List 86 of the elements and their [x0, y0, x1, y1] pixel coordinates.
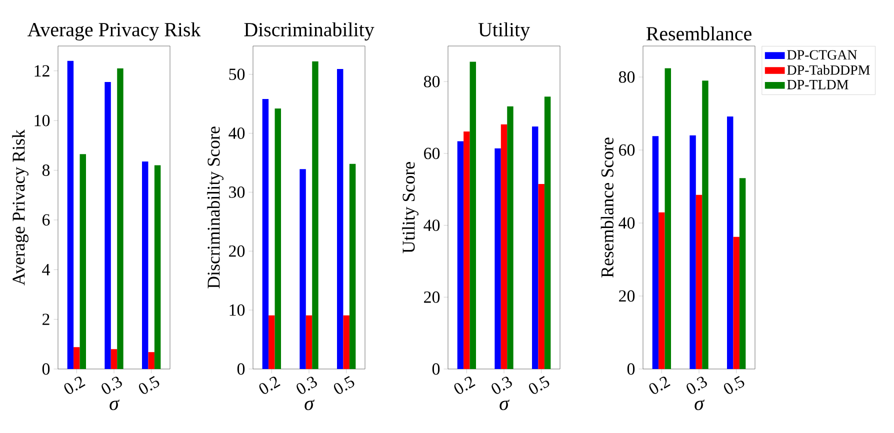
y-tick-label: 40: [618, 217, 635, 229]
y-tick-label: 10: [230, 304, 245, 316]
y-tick-label: 20: [619, 290, 635, 302]
chart-title: Average Privacy Risk: [28, 22, 201, 40]
bar: [702, 80, 708, 369]
x-tick-label: 0.5: [528, 376, 550, 394]
y-axis-title: Resemblance Score: [600, 138, 614, 278]
chart-title: Resemblance: [646, 26, 752, 40]
bar: [532, 126, 538, 369]
bar: [664, 68, 672, 369]
bar: [727, 116, 734, 369]
x-axis-title: σ: [110, 400, 120, 410]
y-axis-title: Utility Score: [402, 162, 418, 254]
bar: [739, 178, 746, 369]
bar: [312, 61, 318, 369]
y-axis-title: Discriminability Score: [207, 126, 224, 288]
y-tick-label: 12: [34, 65, 50, 76]
y-tick-label: 40: [228, 128, 245, 139]
bar: [67, 60, 74, 369]
bar: [268, 315, 275, 369]
bar: [349, 164, 356, 369]
x-axis-title: σ: [304, 400, 315, 410]
y-tick-label: 0: [432, 363, 440, 375]
bar: [74, 347, 80, 369]
bar: [470, 62, 476, 369]
y-tick-label: 80: [618, 71, 635, 83]
bar: [457, 141, 464, 369]
bar: [80, 154, 86, 369]
x-tick-label: 0.3: [102, 376, 122, 394]
bar: [337, 68, 344, 369]
legend-label: DP-CTGAN: [787, 50, 857, 60]
bar: [110, 349, 118, 369]
y-axis-title: Average Privacy Risk: [12, 129, 28, 286]
chart-title: Discriminability: [244, 22, 374, 40]
x-tick-label: 0.2: [649, 376, 670, 394]
bar: [343, 315, 350, 369]
x-tick-label: 0.2: [454, 376, 476, 394]
bar: [652, 136, 659, 369]
y-tick-label: 0: [627, 363, 635, 375]
legend-label: DP-TLDM: [787, 80, 848, 90]
bar: [306, 315, 312, 369]
x-tick-label: 0.2: [259, 376, 280, 394]
bar: [148, 352, 154, 369]
bar: [500, 124, 508, 369]
bar: [538, 184, 544, 369]
x-tick-label: 0.3: [296, 376, 317, 394]
x-axis-title: σ: [500, 400, 510, 410]
y-tick-label: 6: [42, 214, 50, 226]
bar: [733, 236, 740, 369]
y-tick-label: 60: [619, 144, 635, 156]
legend-label: DP-TabDDPM: [787, 64, 870, 75]
y-tick-label: 30: [229, 186, 245, 198]
bar: [262, 99, 269, 369]
bar: [142, 162, 148, 369]
bar: [658, 212, 665, 369]
y-tick-label: 8: [42, 164, 50, 176]
bar: [544, 96, 551, 369]
y-tick-label: 20: [424, 291, 440, 303]
x-tick-label: 0.5: [724, 376, 744, 394]
y-tick-label: 2: [42, 314, 50, 325]
x-tick-label: 0.3: [492, 376, 512, 394]
y-tick-label: 0: [237, 363, 245, 375]
bar: [154, 165, 161, 369]
bar: [117, 68, 124, 369]
bar: [274, 108, 282, 369]
y-tick-label: 20: [229, 245, 245, 257]
bar: [464, 132, 470, 369]
chart-title: Utility: [478, 22, 530, 40]
y-tick-label: 4: [42, 264, 50, 276]
bar: [300, 169, 306, 369]
bar: [494, 148, 501, 369]
x-tick-label: 0.2: [64, 376, 86, 394]
bar: [696, 194, 702, 369]
bar: [507, 106, 514, 369]
x-tick-label: 0.3: [686, 376, 707, 394]
y-tick-label: 60: [424, 148, 440, 160]
x-tick-label: 0.5: [334, 376, 354, 394]
bar: [690, 135, 696, 369]
y-tick-label: 0: [42, 363, 50, 375]
x-tick-label: 0.5: [138, 376, 160, 394]
x-axis-title: σ: [694, 400, 705, 410]
bar: [104, 82, 111, 369]
y-tick-label: 40: [424, 220, 440, 231]
y-tick-label: 50: [229, 68, 245, 80]
y-tick-label: 80: [424, 76, 440, 88]
y-tick-label: 10: [34, 114, 50, 126]
